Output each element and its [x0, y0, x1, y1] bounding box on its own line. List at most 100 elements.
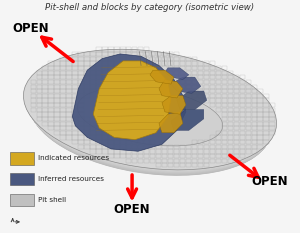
- Bar: [90, 75, 96, 79]
- Ellipse shape: [29, 59, 271, 175]
- Bar: [269, 112, 275, 116]
- Bar: [144, 71, 149, 75]
- Bar: [126, 75, 131, 79]
- Bar: [234, 131, 239, 135]
- Bar: [78, 98, 84, 103]
- Bar: [114, 48, 119, 52]
- Bar: [180, 154, 185, 158]
- Bar: [78, 131, 84, 135]
- Bar: [174, 159, 179, 163]
- Polygon shape: [93, 61, 171, 140]
- Bar: [263, 98, 269, 103]
- Bar: [126, 80, 131, 84]
- Bar: [72, 108, 78, 112]
- Bar: [186, 145, 191, 149]
- Bar: [120, 140, 125, 144]
- Text: Inferred resources: Inferred resources: [38, 176, 104, 182]
- Bar: [156, 52, 161, 56]
- Polygon shape: [171, 110, 204, 130]
- Bar: [96, 136, 102, 140]
- Bar: [96, 145, 102, 149]
- Bar: [234, 154, 239, 158]
- Bar: [72, 140, 78, 144]
- Bar: [186, 57, 191, 61]
- Bar: [240, 117, 245, 121]
- Bar: [84, 140, 90, 144]
- Bar: [144, 80, 149, 84]
- Bar: [234, 149, 239, 154]
- Bar: [72, 52, 78, 56]
- Bar: [228, 159, 233, 163]
- Bar: [210, 75, 215, 79]
- Bar: [156, 80, 161, 84]
- Bar: [192, 149, 197, 154]
- Bar: [180, 57, 185, 61]
- Bar: [144, 145, 149, 149]
- Bar: [156, 75, 161, 79]
- Bar: [10, 173, 34, 185]
- Bar: [180, 163, 185, 168]
- Bar: [240, 85, 245, 89]
- Bar: [120, 66, 125, 70]
- Bar: [90, 66, 96, 70]
- Bar: [72, 57, 78, 61]
- Bar: [162, 66, 167, 70]
- Bar: [114, 145, 119, 149]
- Bar: [162, 145, 167, 149]
- Bar: [192, 89, 197, 93]
- Bar: [186, 154, 191, 158]
- Bar: [192, 71, 197, 75]
- Bar: [174, 57, 179, 61]
- Bar: [222, 145, 227, 149]
- Bar: [31, 103, 36, 107]
- Bar: [60, 108, 66, 112]
- Bar: [150, 159, 155, 163]
- Bar: [54, 94, 60, 98]
- Bar: [132, 57, 137, 61]
- Bar: [72, 122, 78, 126]
- Bar: [49, 94, 54, 98]
- Text: Pit shell: Pit shell: [38, 197, 66, 203]
- Ellipse shape: [25, 52, 275, 171]
- Bar: [174, 52, 179, 56]
- Bar: [78, 117, 84, 121]
- Bar: [90, 145, 96, 149]
- Bar: [138, 80, 143, 84]
- Bar: [126, 61, 131, 65]
- Bar: [198, 154, 203, 158]
- Bar: [37, 80, 42, 84]
- Bar: [240, 108, 245, 112]
- Bar: [192, 163, 197, 168]
- Bar: [234, 112, 239, 116]
- Bar: [257, 126, 263, 130]
- Bar: [269, 108, 275, 112]
- Bar: [84, 89, 90, 93]
- Bar: [222, 98, 227, 103]
- Bar: [108, 61, 114, 65]
- Bar: [192, 145, 197, 149]
- Bar: [204, 140, 209, 144]
- Bar: [90, 131, 96, 135]
- Bar: [120, 75, 125, 79]
- Bar: [246, 117, 251, 121]
- Bar: [84, 131, 90, 135]
- Bar: [54, 112, 60, 116]
- Bar: [126, 48, 131, 52]
- Bar: [204, 94, 209, 98]
- Bar: [78, 85, 84, 89]
- Bar: [120, 48, 125, 52]
- Bar: [216, 154, 221, 158]
- Bar: [49, 98, 54, 103]
- Bar: [246, 98, 251, 103]
- Bar: [90, 140, 96, 144]
- Bar: [114, 149, 119, 154]
- Bar: [120, 154, 125, 158]
- Bar: [37, 71, 42, 75]
- Polygon shape: [177, 91, 207, 110]
- Bar: [168, 154, 173, 158]
- Bar: [168, 163, 173, 168]
- Bar: [150, 154, 155, 158]
- Bar: [66, 94, 72, 98]
- Bar: [257, 108, 263, 112]
- Bar: [174, 80, 179, 84]
